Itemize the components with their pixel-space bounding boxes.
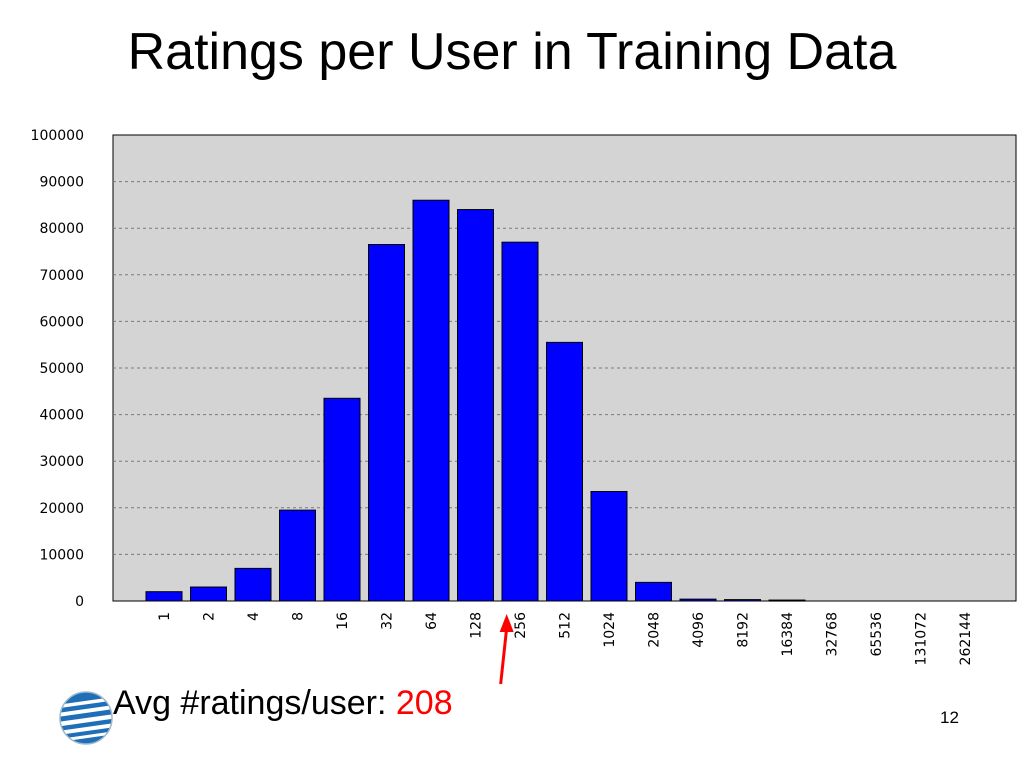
bar-2048 [635,581,672,602]
y-tick-label: 80000 [39,221,84,237]
y-tick-label: 90000 [39,175,84,191]
x-tick-label: 64 [424,612,440,630]
bar-1024 [590,490,628,602]
x-axis-ticks: 1 2 4 8 16 32 64 128 256 512 1024 2048 4096 8192 16384… [157,612,974,666]
y-tick-label: 30000 [39,454,84,470]
x-tick-label: 16 [335,612,351,630]
x-tick-label: 262144 [958,612,974,666]
x-tick-label: 2048 [647,612,663,648]
y-tick-label: 100000 [31,128,84,144]
arrow-head [499,614,514,632]
x-tick-label: 131072 [914,612,930,665]
y-axis-ticks: 0 10000 20000 30000 40000 50000 60000 70000 8000… [31,128,84,610]
x-tick-label: 8 [291,612,307,621]
y-tick-label: 20000 [39,501,84,517]
bar-2 [190,586,227,602]
x-tick-label: 256 [513,612,529,639]
y-tick-label: 70000 [39,268,84,284]
x-tick-label: 128 [469,612,485,639]
y-tick-label: 0 [75,594,84,610]
att-globe-icon [59,691,113,745]
bar-4096 [679,598,717,602]
x-tick-label: 4 [246,612,262,621]
bar-256 [501,241,539,602]
x-tick-label: 8192 [736,612,752,648]
bar-512 [546,341,583,602]
bars [145,199,806,602]
y-tick-label: 60000 [39,314,84,330]
average-arrow [499,614,514,685]
bar-32 [368,244,405,602]
bar-1 [145,591,183,602]
x-tick-label: 32 [380,612,396,630]
bar-4 [234,567,272,602]
arrow-shaft [499,627,509,685]
average-caption-value: 208 [395,684,453,722]
x-tick-label: 512 [558,612,574,639]
bar-16384 [768,599,806,602]
slide-title: Ratings per User in Training Data [127,23,897,81]
page-number: 12 [940,708,959,727]
x-tick-label: 1024 [602,612,618,648]
y-tick-label: 40000 [39,408,84,424]
x-tick-label: 65536 [869,612,885,657]
bar-16 [323,397,361,602]
y-tick-label: 10000 [39,547,84,563]
average-caption-label: Avg #ratings/user: [113,684,387,722]
bar-128 [457,209,494,602]
y-tick-label: 50000 [39,361,84,377]
x-tick-label: 16384 [780,612,796,657]
x-tick-label: 4096 [691,612,707,648]
x-tick-label: 32768 [825,612,841,657]
bar-8192 [724,599,761,602]
x-tick-label: 2 [202,612,218,621]
bar-64 [412,199,450,602]
x-tick-label: 1 [157,612,173,621]
average-caption: Avg #ratings/user: 208 [113,684,453,723]
bar-8 [279,509,316,602]
